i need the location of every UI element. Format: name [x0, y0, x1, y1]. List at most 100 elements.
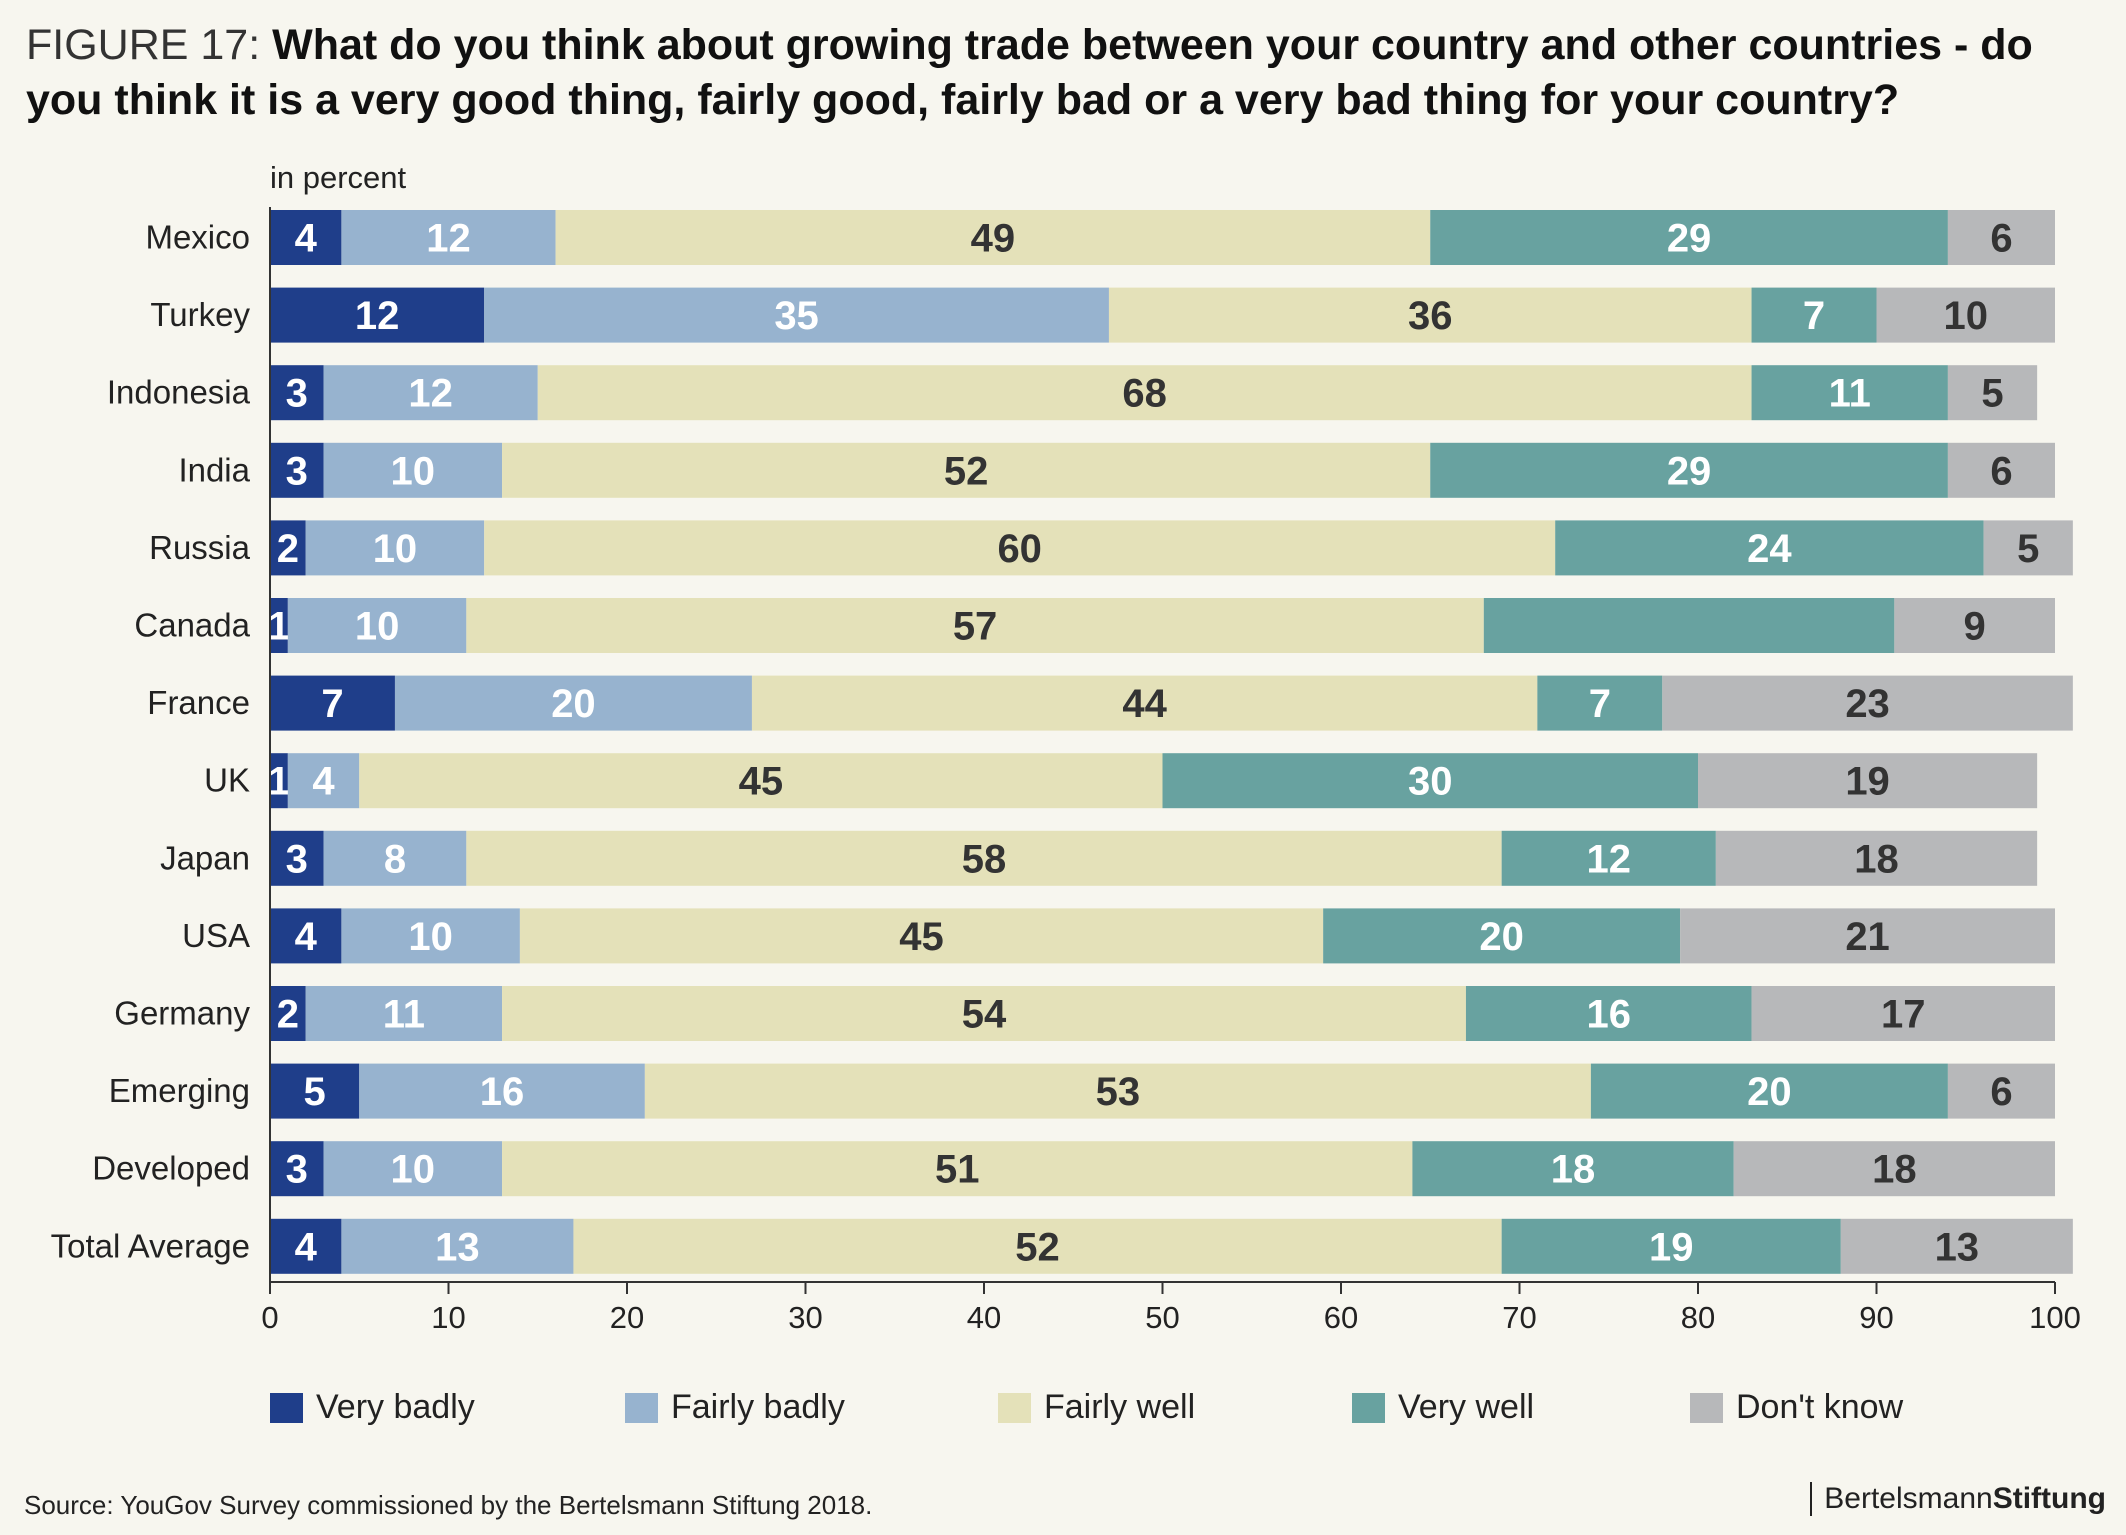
bar-segment — [1501, 830, 1716, 886]
data-label: 51 — [935, 1148, 980, 1192]
bar-segment — [305, 520, 485, 576]
figure-question: What do you think about growing trade be… — [26, 21, 2033, 124]
data-label: 35 — [774, 294, 819, 338]
bar-segment — [502, 442, 1431, 498]
data-label: 12 — [355, 294, 400, 338]
data-label: 19 — [1845, 760, 1890, 804]
bar-segment — [1323, 908, 1681, 964]
data-label: 10 — [373, 527, 418, 571]
bar-segment — [1751, 287, 1877, 343]
bar-segment — [1555, 520, 1984, 576]
data-label: 16 — [480, 1070, 525, 1114]
data-label: 6 — [1990, 1070, 2012, 1114]
bar-segment — [1537, 675, 1663, 731]
data-label: 11 — [383, 993, 425, 1037]
x-tick-label: 90 — [1859, 1300, 1893, 1335]
x-tick-label: 20 — [610, 1300, 644, 1335]
legend-item: Fairly well — [998, 1388, 1195, 1427]
bar-segment — [270, 287, 485, 343]
data-label: 20 — [1747, 1070, 1792, 1114]
data-label: 36 — [1408, 294, 1453, 338]
bar-segment — [270, 598, 288, 653]
bar-segment — [751, 675, 1538, 731]
legend: Very badly Fairly badly Fairly well Very we… — [0, 1388, 2126, 1438]
bar-segment — [1430, 210, 1948, 265]
bar-segment — [502, 986, 1466, 1041]
bar-segment — [573, 1218, 1502, 1274]
bar-segment — [555, 210, 1431, 265]
bar-segment — [341, 1218, 574, 1274]
data-label: 10 — [391, 1148, 436, 1192]
data-label: 45 — [739, 760, 784, 804]
bar-segment — [1715, 830, 2038, 886]
bar-segment — [1983, 520, 2073, 576]
legend-item: Very badly — [270, 1388, 475, 1427]
legend-swatch — [998, 1392, 1031, 1423]
x-tick-label: 30 — [788, 1300, 822, 1335]
data-label: 3 — [286, 449, 308, 493]
data-label: 12 — [408, 372, 453, 416]
bar-segment — [270, 442, 324, 498]
data-label: 29 — [1667, 217, 1712, 261]
bar-segment — [287, 598, 467, 653]
data-label: 1 — [268, 605, 290, 649]
data-label: 68 — [1122, 372, 1167, 416]
legend-swatch — [1690, 1392, 1723, 1423]
bar-segment — [270, 908, 342, 964]
bar-segment — [270, 830, 324, 886]
bar-segment — [1465, 986, 1752, 1041]
data-label: 6 — [1990, 217, 2012, 261]
bar-segment — [1108, 287, 1752, 343]
data-label: 7 — [1803, 294, 1825, 338]
bar-segment — [1662, 675, 2073, 731]
category-label: Germany — [114, 995, 250, 1032]
bar-segment — [1751, 365, 1948, 421]
category-label: Turkey — [150, 296, 250, 333]
bar-segment — [502, 1141, 1413, 1197]
bar-segment — [270, 1063, 360, 1119]
category-label: Mexico — [145, 219, 250, 256]
category-label: Indonesia — [107, 374, 251, 411]
category-label: Emerging — [109, 1072, 250, 1109]
data-label: 23 — [1845, 682, 1890, 726]
data-label: 9 — [1964, 605, 1986, 649]
unit-label: in percent — [270, 160, 407, 195]
bar-segment — [1412, 1141, 1734, 1197]
data-label: 10 — [355, 605, 400, 649]
data-label: 5 — [1981, 372, 2003, 416]
data-label: 3 — [286, 372, 308, 416]
category-label: Russia — [149, 529, 251, 566]
bar-segment — [287, 753, 360, 809]
legend-item: Don't know — [1690, 1388, 1903, 1427]
bar-segment — [323, 1141, 503, 1197]
source-note: Source: YouGov Survey commissioned by th… — [24, 1490, 873, 1520]
category-label: Japan — [160, 839, 250, 876]
data-label: 8 — [384, 837, 406, 881]
data-label: 13 — [435, 1225, 480, 1269]
chart-title: FIGURE 17: What do you think about growi… — [26, 18, 2106, 128]
bar-segment — [644, 1063, 1591, 1119]
data-label: 11 — [1829, 372, 1871, 416]
data-label: 5 — [2017, 527, 2039, 571]
data-label: 5 — [304, 1070, 326, 1114]
bar-segment — [341, 210, 556, 265]
bar-segment — [1947, 365, 2038, 421]
x-tick-label: 50 — [1145, 1300, 1179, 1335]
data-label: 30 — [1408, 760, 1453, 804]
data-label: 45 — [899, 915, 944, 959]
category-label: France — [147, 684, 250, 721]
data-label: 52 — [944, 449, 989, 493]
x-tick-label: 100 — [2029, 1300, 2081, 1335]
bar-segment — [537, 365, 1752, 421]
bar-segment — [466, 830, 1502, 886]
category-label: Canada — [134, 607, 250, 644]
legend-swatch — [1352, 1392, 1385, 1423]
data-label: 18 — [1551, 1148, 1596, 1192]
category-label: Total Average — [51, 1227, 250, 1264]
bar-segment — [1876, 287, 2055, 343]
bar-segment — [394, 675, 752, 731]
category-label: Developed — [92, 1150, 250, 1187]
bar-segment — [270, 986, 306, 1041]
legend-item: Fairly badly — [625, 1388, 845, 1427]
